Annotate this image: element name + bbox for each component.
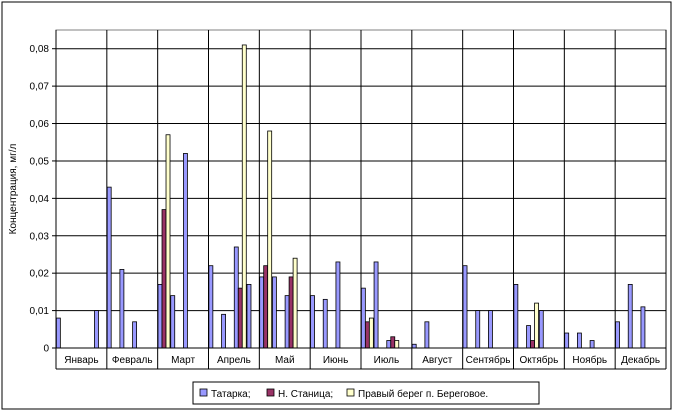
bar (364, 321, 370, 349)
bar (170, 295, 176, 349)
legend-label: Н. Станица; (278, 389, 333, 400)
bar (208, 265, 214, 349)
bar (292, 257, 298, 349)
bar (360, 287, 366, 349)
bar (394, 340, 400, 349)
bar (132, 321, 138, 349)
legend-swatch (266, 388, 275, 397)
x-tick-label: Декабрь (621, 354, 660, 366)
x-tick-label: Октябрь (520, 354, 559, 366)
legend-swatch (346, 388, 355, 397)
bar (462, 265, 468, 349)
bar (576, 332, 582, 349)
x-tick-label: Июнь (323, 355, 348, 366)
y-tick-label: 0,08 (30, 44, 50, 55)
bar (263, 265, 269, 349)
bar (310, 295, 315, 349)
bar (488, 310, 493, 349)
legend-label: Татарка; (211, 389, 251, 400)
bar (386, 340, 392, 349)
y-tick-label: 0 (43, 344, 49, 355)
bar (55, 317, 61, 349)
bar (119, 269, 125, 349)
y-axis-label: Концентрация, мг/л (8, 143, 19, 234)
y-tick-label: 0,06 (30, 119, 50, 130)
bar (411, 343, 417, 349)
x-tick-label: Апрель (217, 355, 251, 366)
bar (271, 276, 277, 349)
x-tick-label: Февраль (112, 355, 153, 366)
bar (106, 186, 112, 349)
bar (640, 306, 646, 349)
bar (259, 276, 265, 349)
bar (475, 310, 481, 349)
y-tick-label: 0,01 (30, 306, 50, 317)
x-tick-label: Июль (374, 355, 400, 366)
y-tick-label: 0,05 (30, 156, 50, 167)
bar (390, 336, 396, 349)
bar (373, 261, 379, 349)
legend-swatch (199, 388, 208, 397)
bar (368, 317, 374, 349)
x-tick-label: Май (275, 355, 295, 366)
bar (233, 246, 239, 349)
bar (534, 302, 539, 349)
bar (526, 325, 531, 349)
y-tick-label: 0,03 (30, 231, 50, 242)
bar (335, 261, 341, 349)
bar (564, 332, 570, 349)
bar (530, 340, 535, 349)
legend-box (192, 381, 540, 405)
bar (157, 283, 163, 349)
y-tick-label: 0,02 (30, 269, 50, 280)
bar (241, 44, 247, 349)
bar (513, 283, 519, 349)
legend-label: Правый берег п. Береговое. (358, 388, 488, 400)
bar (267, 130, 273, 349)
bar (237, 287, 243, 349)
bar (165, 134, 171, 349)
x-tick-label: Сентябрь (466, 354, 511, 366)
bar (183, 153, 188, 349)
bar (627, 283, 633, 349)
x-tick-label: Август (422, 355, 453, 366)
bar (322, 298, 328, 349)
bar (424, 321, 430, 349)
bar (221, 313, 226, 349)
x-tick-label: Январь (64, 355, 98, 366)
bar (589, 340, 595, 349)
bar (94, 310, 99, 349)
x-tick-label: Март (171, 355, 195, 366)
bar (246, 283, 252, 349)
bar (615, 321, 620, 349)
bar (288, 276, 294, 349)
bar (538, 310, 544, 349)
x-tick-label: Ноябрь (572, 354, 607, 366)
bar (161, 209, 167, 349)
y-tick-label: 0,07 (30, 82, 50, 93)
y-tick-label: 0,04 (30, 194, 50, 205)
bar (284, 295, 290, 349)
